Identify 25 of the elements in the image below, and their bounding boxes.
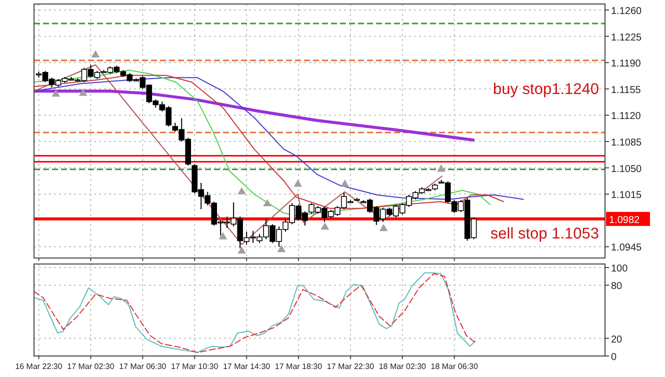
x-tick-label: 17 Mar 18:30	[274, 362, 323, 371]
x-tick-label: 17 Mar 02:30	[67, 362, 115, 371]
y-tick-label: 1.1225	[611, 32, 642, 44]
x-tick-label: 16 Mar 22:30	[15, 362, 63, 371]
y-tick-label: 1.1260	[611, 6, 642, 18]
y-tick-label: 100	[611, 264, 628, 275]
y-tick-label: 20	[611, 334, 623, 346]
annotation: sell stop 1.1053	[490, 226, 599, 243]
ref-line-label: 1.0982	[609, 214, 640, 226]
y-tick-label: 1.1085	[611, 138, 642, 149]
y-tick-label: 80	[611, 281, 623, 292]
x-tick-label: 17 Mar 10:30	[171, 362, 219, 371]
x-tick-label: 17 Mar 06:30	[119, 362, 167, 371]
y-tick-label: 1.1050	[611, 164, 642, 175]
x-tick-label: 17 Mar 14:30	[222, 362, 271, 371]
y-tick-label: 1.1155	[611, 84, 642, 96]
x-tick-label: 18 Mar 06:30	[430, 362, 478, 371]
annotation: buy stop1.1240	[492, 80, 600, 98]
y-tick-label: 1.1015	[611, 190, 642, 202]
x-tick-label: 17 Mar 22:30	[326, 362, 375, 371]
x-tick-label: 18 Mar 02:30	[378, 362, 427, 371]
y-tick-label: 1.1120	[611, 111, 642, 122]
y-tick-label: 1.0945	[611, 242, 642, 254]
y-tick-label: 1.1190	[611, 58, 642, 70]
y-tick-label: 0	[611, 352, 617, 363]
